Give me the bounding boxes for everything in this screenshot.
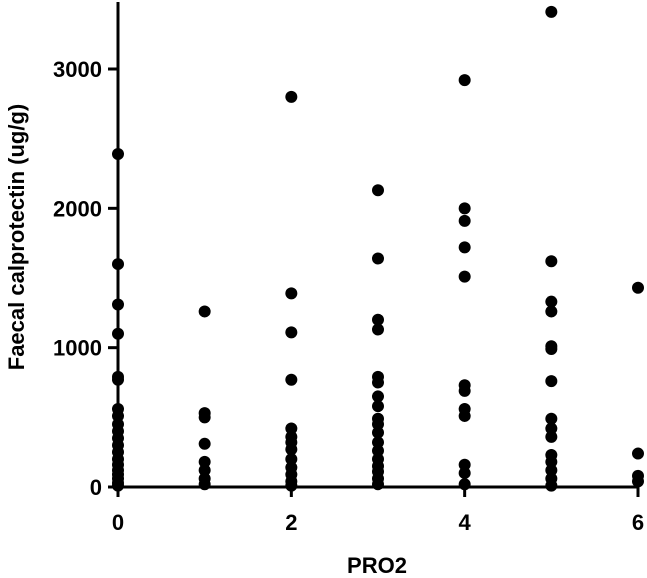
data-point	[372, 313, 384, 326]
data-point	[545, 430, 558, 443]
data-point	[545, 375, 558, 388]
data-point	[285, 453, 298, 466]
y-tick-label: 0	[90, 475, 102, 500]
data-point	[545, 412, 558, 425]
y-axis-title: Faecal calprotectin (ug/g)	[4, 104, 29, 371]
data-point	[372, 400, 384, 413]
data-point	[458, 74, 471, 87]
data-point	[545, 295, 558, 308]
data-point	[545, 255, 558, 268]
data-point	[198, 464, 211, 477]
data-point	[372, 323, 384, 336]
data-point	[545, 305, 558, 318]
data-point	[458, 458, 471, 471]
data-point	[285, 287, 298, 300]
ticks-layer: 0 2 4 6 0 1000 2000 3000	[53, 57, 644, 535]
y-tick-label: 1000	[53, 336, 102, 361]
data-point	[372, 436, 384, 449]
points-layer	[112, 5, 644, 492]
data-point	[458, 467, 471, 480]
data-point	[545, 5, 558, 18]
data-point	[632, 475, 644, 488]
data-point	[458, 409, 471, 422]
data-point	[198, 305, 211, 318]
data-point	[372, 252, 384, 265]
data-point	[458, 270, 471, 283]
data-point	[545, 455, 558, 468]
data-point	[545, 343, 558, 356]
data-point	[372, 418, 384, 431]
data-point	[545, 464, 558, 477]
x-tick-label: 4	[459, 510, 472, 535]
data-point	[632, 447, 644, 460]
data-point	[198, 455, 211, 468]
data-point	[458, 214, 471, 227]
data-point	[285, 90, 298, 103]
data-point	[632, 281, 644, 294]
data-point	[372, 444, 384, 457]
y-tick-label: 2000	[53, 196, 102, 221]
data-point	[458, 241, 471, 254]
data-point	[285, 443, 298, 456]
data-point	[372, 426, 384, 439]
data-point	[198, 437, 211, 450]
data-point	[372, 376, 384, 389]
data-point	[458, 384, 471, 397]
y-tick-label: 3000	[53, 57, 102, 82]
data-point	[285, 422, 298, 435]
x-tick-label: 6	[632, 510, 644, 535]
data-point	[372, 390, 384, 403]
data-point	[372, 184, 384, 197]
x-tick-label: 2	[285, 510, 297, 535]
data-point	[285, 326, 298, 339]
data-point	[198, 411, 211, 424]
data-point	[458, 202, 471, 215]
x-tick-label: 0	[112, 510, 124, 535]
data-point	[285, 373, 298, 386]
data-point	[545, 422, 558, 435]
x-axis-title: PRO2	[347, 553, 407, 578]
